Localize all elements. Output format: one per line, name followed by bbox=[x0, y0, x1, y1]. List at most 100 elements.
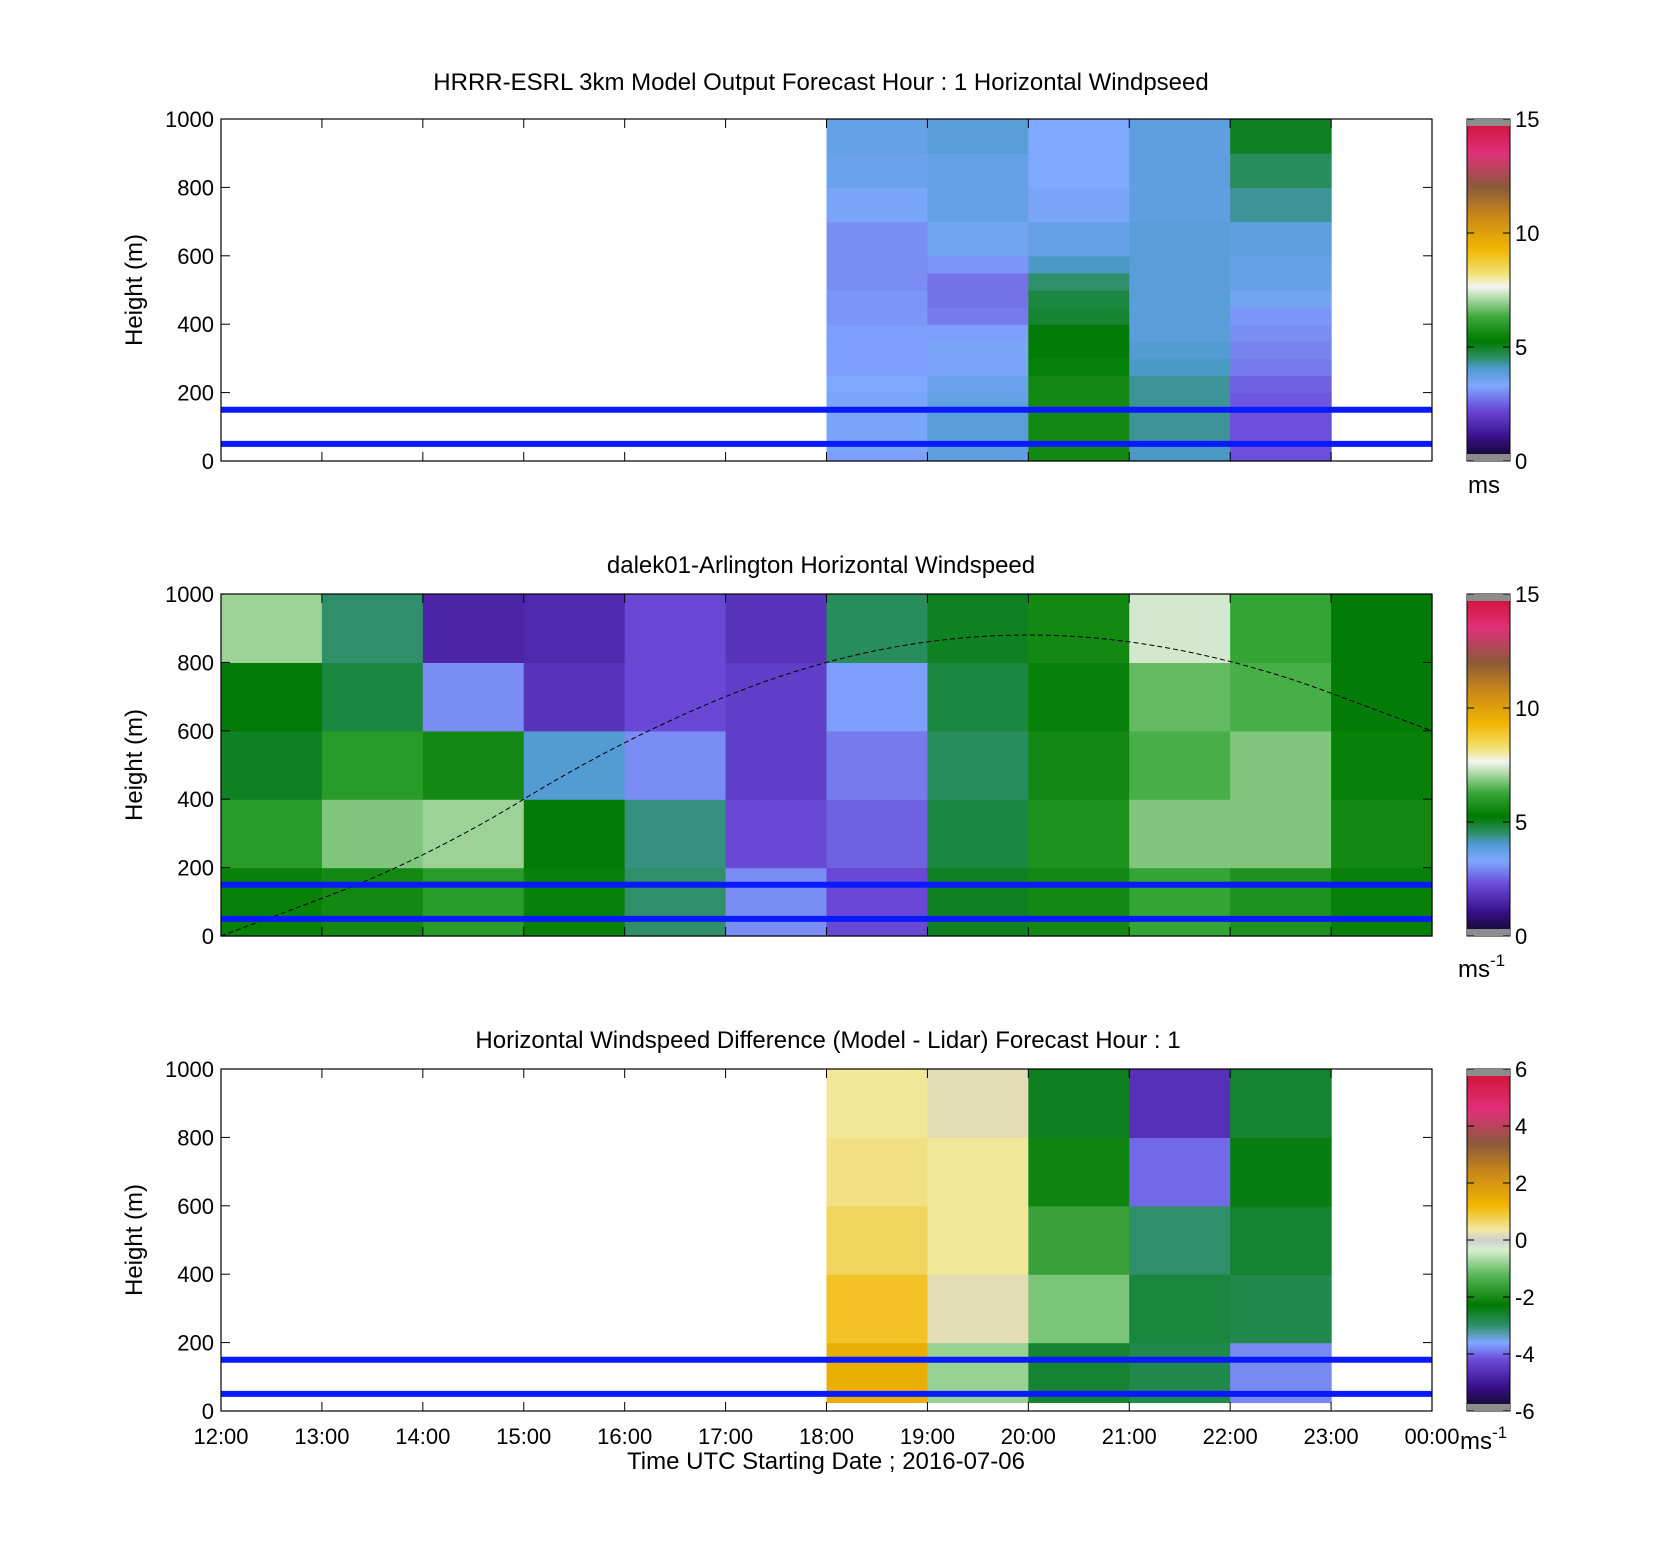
heatmap-cell bbox=[927, 409, 1029, 419]
heatmap-cell bbox=[221, 799, 323, 869]
heatmap-cell bbox=[826, 358, 929, 377]
heatmap-cell bbox=[1129, 409, 1231, 419]
x-tick-label: 21:00 bbox=[1102, 1424, 1157, 1449]
x-tick-label: 00:00 bbox=[1404, 1424, 1459, 1449]
lidar-x-ticks bbox=[220, 594, 1433, 936]
heatmap-cell bbox=[221, 867, 323, 937]
colorbar-tick-label: 5 bbox=[1515, 810, 1527, 835]
colorbar-tick-label: 2 bbox=[1515, 1171, 1527, 1196]
y-tick-label: 600 bbox=[177, 1194, 214, 1219]
heatmap-cell bbox=[1028, 799, 1130, 869]
lidar-title: dalek01-Arlington Horizontal Windspeed bbox=[607, 552, 1035, 579]
colorbar-tick-label: -2 bbox=[1515, 1285, 1535, 1310]
heatmap-cell bbox=[1230, 375, 1332, 394]
heatmap-cell bbox=[927, 375, 1029, 394]
colorbar-tick-label: 4 bbox=[1515, 1114, 1527, 1139]
heatmap-cell bbox=[1129, 324, 1231, 342]
lidar-colorbar-unit: ms-1 bbox=[1458, 951, 1505, 983]
y-tick-label: 1000 bbox=[165, 107, 214, 132]
lidar-colorbar bbox=[1466, 593, 1511, 937]
heatmap-cell bbox=[1129, 418, 1231, 428]
heatmap-cell bbox=[826, 426, 929, 436]
heatmap-cell bbox=[927, 324, 1029, 342]
heatmap-cell bbox=[1028, 392, 1130, 402]
heatmap-cell bbox=[1028, 1137, 1130, 1207]
heatmap-cell bbox=[624, 594, 727, 663]
heatmap-cell bbox=[1230, 594, 1332, 663]
heatmap-cell bbox=[1129, 1205, 1231, 1275]
lidar-reference-lines bbox=[221, 881, 1432, 922]
difference-colorbar-overflow bbox=[1467, 1069, 1510, 1076]
heatmap-cell bbox=[826, 1274, 929, 1344]
heatmap-cell bbox=[422, 662, 525, 732]
heatmap-cell bbox=[725, 799, 828, 869]
heatmap-cell bbox=[927, 307, 1029, 325]
heatmap-cell bbox=[221, 594, 323, 663]
heatmap-cell bbox=[1028, 1274, 1130, 1344]
difference-colorbar-unit: ms-1 bbox=[1460, 1423, 1507, 1455]
heatmap-cell bbox=[1129, 594, 1231, 663]
heatmap-cell bbox=[1028, 1205, 1130, 1275]
colorbar-tick-label: 0 bbox=[1515, 449, 1527, 474]
heatmap-cell bbox=[1129, 153, 1231, 188]
heatmap-cell bbox=[624, 662, 727, 732]
heatmap-cell bbox=[1028, 443, 1130, 454]
y-tick-label: 0 bbox=[202, 924, 214, 949]
y-tick-label: 400 bbox=[177, 787, 214, 812]
heatmap-cell bbox=[1028, 221, 1130, 257]
heatmap-cell bbox=[1230, 1274, 1332, 1344]
y-tick-label: 800 bbox=[177, 175, 214, 200]
heatmap-cell bbox=[927, 153, 1029, 188]
y-tick-label: 0 bbox=[202, 1399, 214, 1424]
heatmap-cell bbox=[826, 272, 929, 291]
heatmap-cell bbox=[927, 221, 1029, 257]
heatmap-cell bbox=[1028, 153, 1130, 188]
model-output-ylabel: Height (m) bbox=[121, 234, 148, 346]
heatmap-cell bbox=[1028, 255, 1130, 274]
heatmap-cell bbox=[927, 867, 1029, 937]
y-tick-label: 200 bbox=[177, 856, 214, 881]
lidar-panel: dalek01-Arlington Horizontal Windspeed 0… bbox=[121, 552, 1539, 983]
model-output-x-ticks bbox=[220, 119, 1433, 461]
lidar-colorbar-overflow bbox=[1467, 594, 1510, 601]
y-tick-label: 200 bbox=[177, 381, 214, 406]
colorbar-tick-label: 10 bbox=[1515, 696, 1539, 721]
difference-y-ticks: 0 200 400 600 800 1000 bbox=[165, 1057, 1432, 1424]
heatmap-cell bbox=[927, 392, 1029, 402]
heatmap-cell bbox=[1028, 452, 1130, 462]
heatmap-cell bbox=[1129, 341, 1231, 359]
heatmap-cell bbox=[1028, 662, 1130, 732]
heatmap-cell bbox=[1028, 375, 1130, 394]
y-tick-label: 800 bbox=[177, 1125, 214, 1150]
heatmap-cell bbox=[1129, 358, 1231, 377]
heatmap-cell bbox=[725, 867, 828, 937]
heatmap-cell bbox=[1129, 452, 1231, 462]
heatmap-cell bbox=[422, 867, 525, 937]
heatmap-cell bbox=[725, 662, 828, 732]
lidar-y-ticks: 0 200 400 600 800 1000 bbox=[165, 582, 1432, 949]
heatmap-cell bbox=[1230, 730, 1332, 800]
heatmap-cell bbox=[927, 662, 1029, 732]
heatmap-cell bbox=[1028, 409, 1130, 419]
model-output-colorbar-unit: ms bbox=[1468, 472, 1500, 499]
lidar-heatmap bbox=[221, 594, 1433, 937]
heatmap-cell bbox=[1129, 799, 1231, 869]
heatmap-cell bbox=[1028, 187, 1130, 223]
heatmap-cell bbox=[826, 221, 929, 257]
heatmap-cell bbox=[1129, 221, 1231, 257]
heatmap-cell bbox=[1129, 443, 1231, 454]
heatmap-cell bbox=[826, 594, 929, 663]
difference-colorbar-ticks: -6 -4 -2 0 2 4 6 bbox=[1467, 1057, 1535, 1424]
heatmap-cell bbox=[1230, 255, 1332, 274]
heatmap-cell bbox=[624, 799, 727, 869]
heatmap-cell bbox=[1028, 418, 1130, 428]
heatmap-cell bbox=[1331, 799, 1433, 869]
heatmap-cell bbox=[927, 1205, 1029, 1275]
difference-title: Horizontal Windspeed Difference (Model -… bbox=[475, 1027, 1180, 1054]
heatmap-cell bbox=[1129, 730, 1231, 800]
heatmap-cell bbox=[927, 341, 1029, 359]
heatmap-cell bbox=[1230, 662, 1332, 732]
heatmap-cell bbox=[927, 272, 1029, 291]
heatmap-cell bbox=[826, 443, 929, 454]
